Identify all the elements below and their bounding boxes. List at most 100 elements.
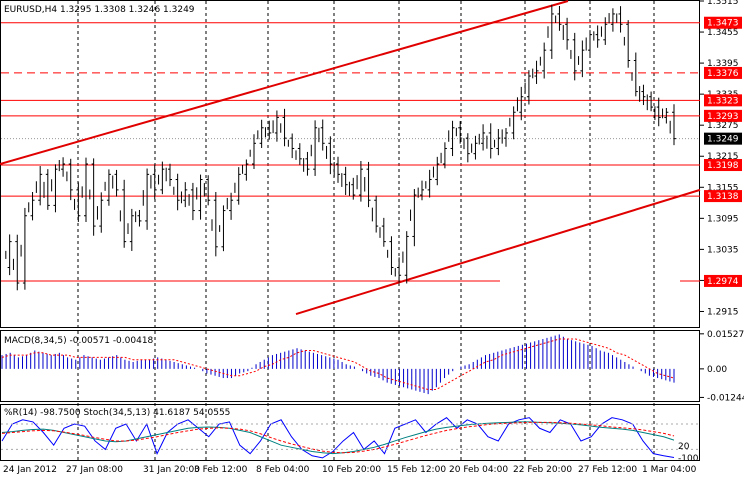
- price-bar: [114, 169, 119, 197]
- price-bar: [351, 177, 356, 200]
- price-bar: [366, 161, 371, 208]
- price-bar: [15, 234, 20, 291]
- level-tag: [704, 94, 742, 107]
- oscillator-line: [1, 421, 675, 455]
- price-bar: [206, 175, 211, 206]
- macd-axis: 0.01527 0.00 -0.01244: [700, 330, 744, 403]
- price-bar: [358, 160, 363, 202]
- price-bar: [221, 205, 226, 252]
- price-bar: [320, 119, 325, 151]
- price-bar: [61, 157, 66, 177]
- price-bar: [618, 6, 623, 33]
- price-tick-label: 1.3395: [707, 59, 739, 69]
- price-bar: [236, 167, 241, 205]
- price-bar: [175, 173, 180, 211]
- time-label: 10 Feb 20:00: [322, 465, 381, 475]
- price-tick-label: 1.3035: [707, 245, 739, 255]
- price-bar: [542, 42, 547, 79]
- macd-header: MACD(8,34,5) -0.00571 -0.00418: [4, 336, 154, 346]
- price-bar: [145, 168, 150, 230]
- price-tick-label: 1.3215: [707, 152, 739, 162]
- price-bar: [229, 192, 234, 220]
- oscillator-line: [1, 421, 675, 454]
- current-price-label: 1.3249: [707, 135, 739, 145]
- upper-trendline: [0, 0, 569, 165]
- price-bar: [22, 207, 27, 290]
- price-bar: [84, 157, 88, 223]
- price-bar: [420, 180, 424, 201]
- price-bar: [68, 158, 73, 201]
- price-bar: [336, 156, 340, 183]
- time-label: 27 Feb 12:00: [578, 465, 637, 475]
- price-bar: [404, 231, 409, 284]
- price-bar: [38, 166, 43, 206]
- price-tick-label: 1.3095: [707, 214, 739, 224]
- time-label: 1 Mar 04:00: [642, 465, 697, 475]
- price-bar: [603, 17, 608, 45]
- price-bar: [305, 151, 310, 176]
- macd-tick-label: -0.01244: [707, 393, 744, 403]
- level-tag-label: 1.3473: [707, 19, 739, 29]
- price-bar: [672, 104, 676, 146]
- level-tag: [704, 109, 742, 122]
- price-tick-label: 1.3515: [707, 0, 739, 7]
- price-bar: [534, 60, 539, 84]
- time-label: 20 Feb 04:00: [449, 465, 508, 475]
- price-bar: [374, 195, 379, 233]
- price-bar: [465, 133, 470, 163]
- price-bar: [168, 163, 172, 187]
- price-bar: [389, 236, 394, 275]
- price-bar: [442, 142, 447, 169]
- level-tag: [704, 274, 742, 287]
- oscillator-lines: [1, 417, 700, 459]
- price-bar: [481, 124, 486, 151]
- lower-trendline: [295, 188, 701, 316]
- price-bar: [99, 192, 104, 233]
- price-tick-label: 1.3455: [707, 28, 739, 38]
- price-levels: [1, 22, 700, 282]
- price-bar: [649, 91, 654, 112]
- price-bar: [504, 127, 508, 147]
- price-bar: [30, 192, 35, 221]
- time-label: 27 Jan 08:00: [66, 465, 123, 475]
- price-bar: [595, 25, 600, 48]
- price-tick-label: 1.3155: [707, 183, 739, 193]
- time-label: 24 Jan 2012: [3, 465, 57, 475]
- price-bar: [259, 119, 264, 148]
- price-bar: [190, 182, 195, 221]
- price-bar: [435, 156, 440, 186]
- price-bar: [633, 52, 638, 97]
- price-bar: [549, 4, 554, 59]
- price-bar: [297, 143, 302, 165]
- price-bar: [91, 158, 96, 236]
- price-bar: [274, 110, 279, 142]
- price-bar: [450, 120, 455, 157]
- price-bar: [473, 135, 478, 160]
- price-bar: [45, 169, 50, 210]
- price-bar: [580, 40, 585, 78]
- price-bar: [496, 129, 501, 156]
- price-bar: [267, 120, 272, 140]
- macd-histogram: [1, 334, 675, 395]
- price-bar: [458, 121, 463, 144]
- price-tick-label: 1.2915: [707, 307, 739, 317]
- price-bar: [137, 209, 142, 227]
- level-tag: [704, 190, 742, 203]
- time-label: 22 Feb 20:00: [513, 465, 572, 475]
- price-bar: [343, 166, 348, 195]
- price-bar: [282, 108, 287, 147]
- price-bar: [626, 20, 631, 68]
- macd-tick-label: 0.00: [707, 365, 727, 375]
- price-bar: [328, 136, 333, 175]
- price-bar: [106, 169, 111, 206]
- price-bar: [152, 164, 157, 200]
- price-bar: [160, 161, 165, 195]
- price-bar: [244, 159, 249, 181]
- oscillator-panel-frame: [0, 404, 700, 461]
- symbol-header: EURUSD,H4 1.3295 1.3308 1.3246 1.3249: [4, 5, 195, 15]
- price-bar: [198, 174, 203, 220]
- oscillator-tick-label: -100: [678, 454, 699, 464]
- time-label: 3 Feb 12:00: [194, 465, 248, 475]
